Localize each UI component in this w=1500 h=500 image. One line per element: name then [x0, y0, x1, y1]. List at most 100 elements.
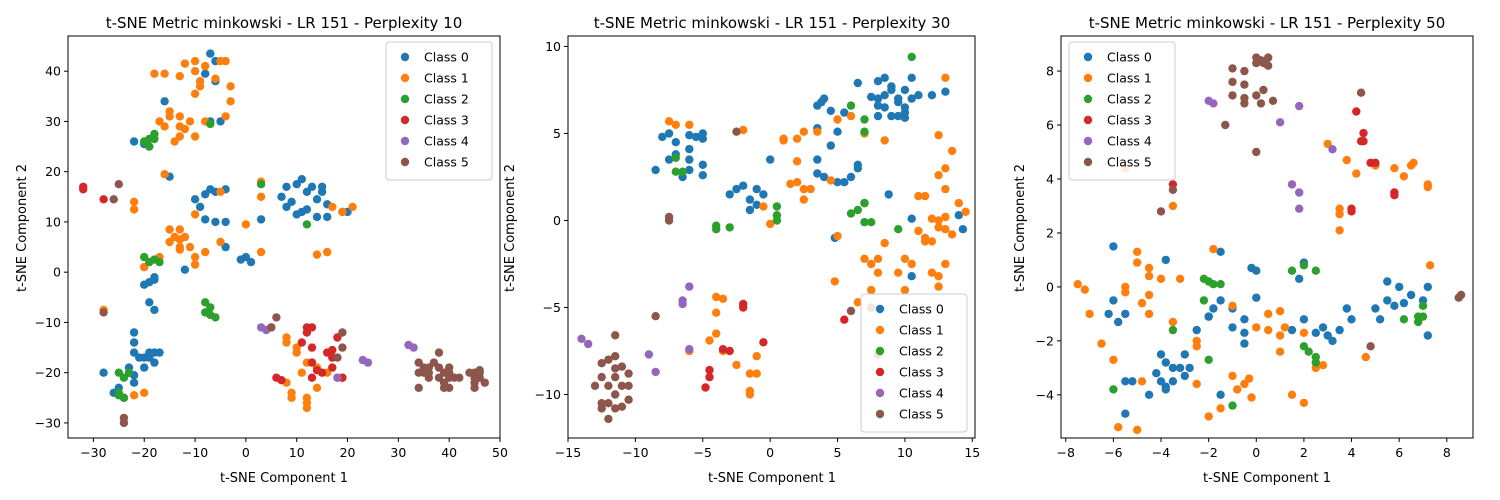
data-point — [1144, 309, 1154, 319]
data-point — [664, 117, 674, 126]
data-point — [1114, 317, 1123, 327]
data-point — [1375, 315, 1385, 324]
data-point — [328, 363, 337, 372]
data-point — [617, 381, 627, 390]
data-point — [160, 69, 169, 78]
data-point — [1295, 274, 1304, 283]
data-point — [779, 136, 788, 145]
data-point — [894, 111, 903, 121]
data-point — [712, 329, 721, 338]
data-point — [792, 157, 802, 166]
data-point — [860, 198, 869, 208]
data-point — [1287, 266, 1297, 275]
data-point — [867, 259, 876, 269]
legend-marker — [1083, 73, 1093, 83]
data-point — [664, 155, 674, 164]
data-point — [312, 212, 322, 222]
data-point — [1311, 358, 1321, 367]
data-point — [604, 399, 613, 408]
data-point — [685, 120, 694, 129]
legend-marker — [1083, 52, 1093, 62]
data-point — [1399, 298, 1409, 308]
data-point — [338, 207, 347, 217]
data-point — [846, 306, 856, 316]
x-tick-label: 10 — [897, 445, 913, 460]
legend-label: Class 4 — [424, 134, 469, 149]
data-point — [1216, 404, 1225, 413]
x-tick-label: 0 — [766, 445, 774, 460]
x-tick-label: 50 — [492, 445, 508, 460]
data-point — [221, 112, 230, 121]
data-point — [333, 353, 342, 362]
data-point — [920, 237, 930, 246]
data-point — [1221, 120, 1230, 130]
data-point — [1216, 390, 1225, 399]
y-tick-label: −2 — [1036, 333, 1054, 348]
data-point — [455, 373, 464, 382]
x-tick-label: −2 — [1199, 445, 1217, 460]
data-point — [328, 345, 337, 355]
data-point — [1252, 266, 1261, 275]
data-point — [226, 82, 235, 91]
data-point — [1073, 280, 1082, 289]
data-point — [150, 358, 159, 367]
data-point — [1240, 339, 1249, 348]
data-point — [302, 328, 312, 337]
series-class-3 — [701, 299, 883, 392]
data-point — [190, 252, 200, 262]
data-point — [195, 82, 205, 91]
data-point — [445, 383, 454, 392]
legend-marker — [400, 73, 410, 83]
legend-label: Class 4 — [899, 386, 944, 401]
data-point — [1244, 374, 1254, 383]
data-point — [853, 205, 862, 215]
data-point — [1168, 317, 1178, 327]
data-point — [678, 167, 687, 176]
data-point — [604, 414, 613, 424]
x-tick-label: −15 — [555, 445, 581, 460]
data-point — [1423, 282, 1433, 292]
data-point — [302, 187, 312, 196]
data-point — [941, 164, 950, 173]
data-point — [190, 132, 200, 141]
data-point — [1366, 342, 1375, 351]
series-class-1 — [1073, 139, 1435, 435]
data-point — [611, 404, 620, 413]
data-point — [1414, 317, 1423, 327]
data-point — [292, 180, 301, 189]
chart-title: t-SNE Metric minkowski - LR 151 - Perple… — [106, 14, 463, 32]
y-tick-label: 10 — [545, 39, 561, 54]
data-point — [1192, 325, 1201, 335]
x-tick-label: 0 — [1252, 445, 1260, 460]
data-point — [1275, 307, 1285, 316]
data-point — [1347, 204, 1356, 213]
legend-label: Class 2 — [424, 92, 469, 107]
data-point — [1209, 244, 1218, 254]
x-tick-label: −8 — [1057, 445, 1075, 460]
data-point — [216, 187, 225, 196]
data-point — [180, 265, 190, 274]
data-point — [1299, 328, 1309, 337]
data-point — [698, 134, 707, 143]
data-point — [1209, 280, 1218, 289]
data-point — [813, 169, 822, 178]
series-class-2 — [1109, 261, 1428, 410]
data-point — [236, 255, 245, 264]
y-tick-label: 2 — [1046, 225, 1054, 240]
data-point — [1121, 288, 1130, 297]
data-point — [1252, 91, 1261, 100]
data-point — [1156, 207, 1166, 216]
data-point — [1209, 304, 1218, 313]
data-point — [846, 172, 856, 182]
data-point — [119, 418, 129, 428]
data-point — [1264, 309, 1273, 319]
series-class-1 — [99, 56, 357, 413]
legend-marker — [875, 325, 885, 335]
data-point — [1240, 315, 1249, 324]
data-point — [752, 369, 761, 378]
x-tick-label: 0 — [242, 445, 250, 460]
legend-marker — [875, 304, 885, 314]
data-point — [201, 298, 210, 307]
data-point — [1371, 158, 1380, 167]
